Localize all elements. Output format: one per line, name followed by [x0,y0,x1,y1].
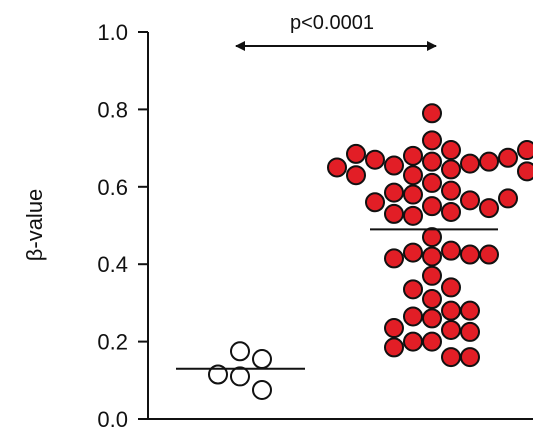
y-ticks: 0.0 0.2 0.4 0.6 0.8 1.0 [97,20,148,432]
data-point [252,349,272,370]
data-point [441,319,461,340]
data-point [252,379,272,400]
data-point [365,149,385,170]
data-point [403,165,423,186]
data-point [441,300,461,321]
data-point [460,153,480,174]
data-point [422,103,442,124]
p-value-label: p<0.0001 [290,12,374,34]
data-point [460,347,480,368]
data-point [460,321,480,342]
data-point [346,165,366,186]
data-point [327,157,347,178]
data-point [422,308,442,329]
data-point [346,143,366,164]
data-point [384,248,404,269]
data-point [365,192,385,213]
data-point [422,246,442,267]
data-point [230,341,250,362]
y-tick-label: 0.6 [97,175,128,200]
data-point [403,145,423,166]
data-point [498,188,518,209]
y-tick-label: 0.4 [97,252,128,277]
data-point [479,244,499,265]
y-axis [147,32,533,420]
data-point [208,364,228,385]
data-point [403,279,423,300]
y-tick-label: 0.8 [97,97,128,122]
data-point [479,151,499,172]
data-point [422,130,442,151]
data-point [403,306,423,327]
data-point [384,337,404,358]
data-point [384,203,404,224]
significance-annotation: p<0.0001 [235,12,437,51]
data-point [498,147,518,168]
data-points [208,103,533,400]
data-point [441,240,461,261]
data-point [403,184,423,205]
data-point [384,182,404,203]
data-point [384,155,404,176]
data-point [441,159,461,180]
data-point [441,347,461,368]
data-point [460,244,480,265]
data-point [403,331,423,352]
data-point [517,140,533,161]
data-point [479,198,499,219]
data-point [441,140,461,161]
y-axis-title: β-value [22,189,47,262]
data-point [384,318,404,339]
data-point [403,242,423,263]
y-tick-label: 0.0 [97,407,128,432]
data-point [422,172,442,193]
data-point [517,161,533,182]
data-point [441,277,461,298]
y-tick-label: 0.2 [97,330,128,355]
data-point [422,265,442,286]
mean-lines [176,228,498,370]
y-tick-label: 1.0 [97,20,128,45]
data-point [460,190,480,211]
data-point [403,205,423,226]
data-point [422,196,442,217]
data-point [422,331,442,352]
data-point [230,366,250,387]
data-point [441,180,461,201]
data-point [422,227,442,248]
data-point [441,201,461,222]
data-point [422,151,442,172]
data-point [422,289,442,310]
data-point [460,300,480,321]
